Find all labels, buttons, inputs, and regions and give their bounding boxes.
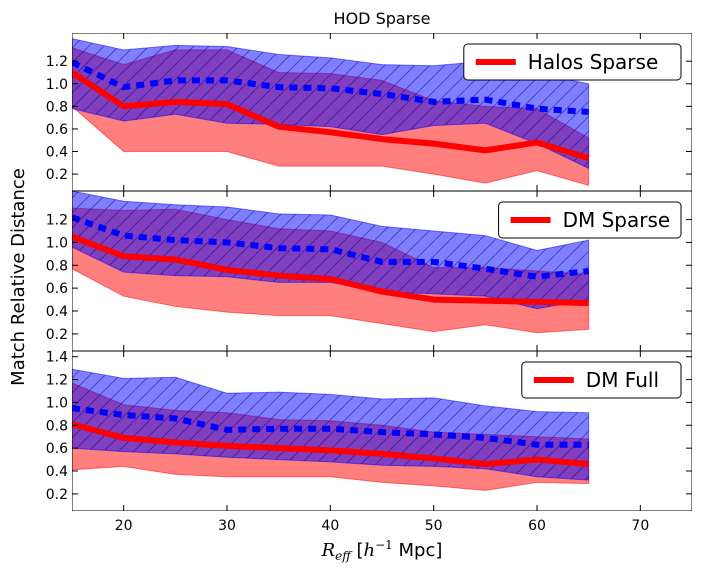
y-tick-label: 0.6 <box>46 441 68 457</box>
y-tick-label: 1.2 <box>46 54 68 70</box>
y-tick-label: 0.2 <box>46 327 68 343</box>
x-tick-label: 70 <box>631 518 649 534</box>
y-tick-label: 0.4 <box>46 145 68 161</box>
y-tick-label: 1.0 <box>46 395 68 411</box>
blue-dashed-line-1 <box>72 59 589 115</box>
y-tick-label: 0.2 <box>46 487 68 503</box>
x-tick-label: 20 <box>115 518 133 534</box>
blue-band-hatch-2 <box>72 191 589 309</box>
legend-box-1 <box>463 43 682 81</box>
blue-dashed-line-2 <box>72 214 589 280</box>
red-solid-line-2 <box>72 233 589 306</box>
y-tick-label: 0.4 <box>46 464 68 480</box>
panel-1: 0.2 0.4 0.6 0.8 1.0 1.2 Halos Sparse <box>46 33 692 191</box>
legend-label-1: Halos Sparse <box>528 50 658 74</box>
y-tick-label: 1.0 <box>46 77 68 93</box>
y-tick-label: 1.2 <box>46 373 68 389</box>
blue-band-hatch-3 <box>72 369 589 481</box>
x-tick-label: 60 <box>528 518 546 534</box>
y-tick-label: 1.0 <box>46 235 68 251</box>
x-tick-label: 50 <box>425 518 443 534</box>
red-solid-line-1 <box>72 69 590 162</box>
y-tick-label: 0.8 <box>46 99 68 115</box>
y-tick-label: 0.8 <box>46 418 68 434</box>
x-tick-label: 40 <box>321 518 339 534</box>
y-tick-label: 1.2 <box>46 213 68 229</box>
blue-band-hatch-1 <box>72 38 589 169</box>
y-tick-label: 0.8 <box>46 258 68 274</box>
x-axis-label: Reff [h−1 Mpc] <box>321 538 443 563</box>
chart-title: HOD Sparse <box>334 9 431 28</box>
red-solid-line-3 <box>72 421 589 468</box>
y-tick-label: 0.4 <box>46 304 68 320</box>
panel-2: 0.2 0.4 0.6 0.8 1.0 1.2 DM Sparse <box>46 191 692 351</box>
blue-dashed-line-3 <box>72 405 589 448</box>
y-tick-label: 1.4 <box>46 350 68 366</box>
y-tick-label: 0.6 <box>46 122 68 138</box>
panel-3: 0.2 0.4 0.6 0.8 1.0 1.2 1.4 20 30 40 50 60 70 DM Full <box>46 350 692 534</box>
legend-box-3 <box>521 361 682 399</box>
x-tick-label: 30 <box>218 518 236 534</box>
y-tick-label: 0.2 <box>46 167 68 183</box>
y-axis-label: Match Relative Distance <box>8 168 29 386</box>
legend-box-2 <box>498 201 682 239</box>
y-tick-label: 0.6 <box>46 281 68 297</box>
legend-label-2: DM Sparse <box>563 208 671 232</box>
legend-label-3: DM Full <box>586 368 659 392</box>
